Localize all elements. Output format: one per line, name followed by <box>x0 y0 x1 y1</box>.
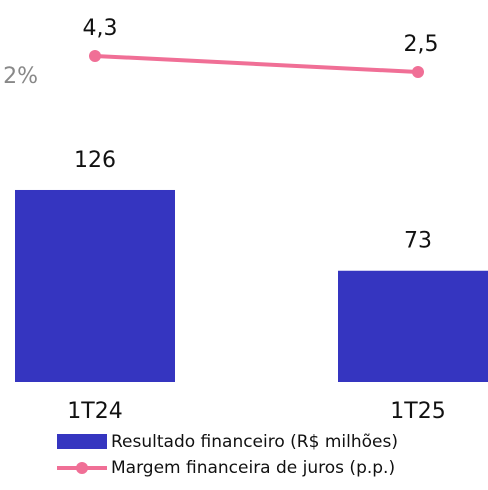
line <box>94 53 419 74</box>
legend-label: Resultado financeiro (R$ milhões) <box>111 432 398 452</box>
line-point <box>89 49 101 62</box>
legend-swatch-dot <box>76 462 88 474</box>
annotation: 2% <box>3 64 38 89</box>
legend-swatch <box>57 434 107 449</box>
bar <box>338 270 488 382</box>
bar-label: 126 <box>74 148 116 173</box>
bar <box>15 189 175 382</box>
line-label: 2,5 <box>404 32 439 57</box>
line-label: 4,3 <box>83 16 118 41</box>
x-tick-label: 1T25 <box>390 399 445 424</box>
bar-label: 73 <box>404 229 432 254</box>
x-tick-label: 1T24 <box>67 399 122 424</box>
legend-label: Margem financeira de juros (p.p.) <box>111 458 395 478</box>
line-point <box>412 65 424 78</box>
